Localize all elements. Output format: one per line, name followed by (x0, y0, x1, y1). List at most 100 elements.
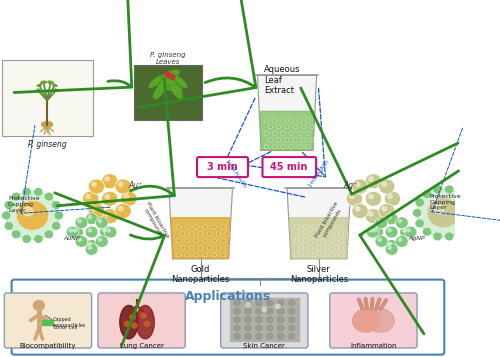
Circle shape (256, 325, 262, 331)
Bar (230, 298, 299, 341)
Circle shape (212, 253, 216, 257)
Circle shape (369, 229, 372, 232)
Circle shape (330, 239, 334, 243)
Ellipse shape (148, 76, 162, 89)
Circle shape (256, 300, 262, 306)
Circle shape (266, 308, 273, 314)
Circle shape (289, 131, 294, 135)
Text: Biocompatibility: Biocompatibility (20, 343, 76, 349)
Circle shape (344, 246, 348, 250)
Circle shape (176, 239, 180, 243)
Circle shape (88, 215, 92, 218)
Circle shape (434, 186, 441, 193)
Circle shape (350, 195, 354, 198)
Circle shape (268, 125, 272, 129)
Circle shape (245, 317, 251, 322)
Circle shape (70, 226, 84, 238)
Circle shape (23, 188, 30, 195)
Polygon shape (169, 188, 232, 259)
Circle shape (165, 72, 170, 76)
Text: AuNP: AuNP (64, 236, 80, 241)
Circle shape (216, 246, 221, 250)
Ellipse shape (48, 81, 54, 84)
FancyBboxPatch shape (134, 65, 202, 120)
Circle shape (299, 232, 304, 236)
Circle shape (294, 253, 299, 257)
Circle shape (78, 220, 82, 223)
Circle shape (346, 191, 362, 206)
Circle shape (330, 253, 334, 257)
Circle shape (118, 207, 123, 211)
Ellipse shape (156, 70, 180, 85)
Ellipse shape (169, 81, 183, 100)
Ellipse shape (153, 81, 166, 100)
Circle shape (180, 246, 185, 250)
Circle shape (198, 246, 203, 250)
Circle shape (78, 238, 82, 241)
Circle shape (74, 229, 77, 232)
Circle shape (264, 131, 268, 135)
Circle shape (107, 229, 110, 232)
Circle shape (17, 201, 48, 230)
Circle shape (220, 225, 225, 229)
Polygon shape (172, 218, 230, 258)
Circle shape (34, 236, 42, 242)
Circle shape (220, 253, 225, 257)
Circle shape (446, 186, 453, 193)
Circle shape (288, 308, 295, 314)
Ellipse shape (36, 89, 40, 92)
FancyBboxPatch shape (2, 60, 92, 136)
Circle shape (176, 253, 180, 257)
Circle shape (52, 202, 60, 208)
Circle shape (385, 226, 398, 238)
Circle shape (69, 229, 72, 232)
Circle shape (124, 321, 130, 326)
Circle shape (310, 125, 314, 129)
Circle shape (118, 182, 123, 186)
Circle shape (424, 228, 430, 235)
Circle shape (407, 229, 410, 232)
Circle shape (281, 131, 285, 135)
Circle shape (289, 118, 294, 122)
Circle shape (234, 317, 240, 322)
Circle shape (402, 229, 406, 232)
Circle shape (385, 213, 398, 225)
Circle shape (396, 217, 408, 228)
Circle shape (375, 236, 388, 247)
Bar (42, 321, 52, 325)
Circle shape (299, 246, 304, 250)
Circle shape (312, 239, 316, 243)
Ellipse shape (52, 84, 58, 87)
Circle shape (225, 232, 230, 236)
Circle shape (245, 325, 251, 331)
Circle shape (278, 308, 284, 314)
Circle shape (96, 236, 108, 247)
Circle shape (288, 317, 295, 322)
Circle shape (385, 243, 398, 255)
Text: Protective
Capping
Layer: Protective Capping Layer (8, 196, 40, 213)
Circle shape (334, 232, 339, 236)
Polygon shape (258, 75, 316, 150)
Circle shape (130, 315, 135, 320)
Circle shape (92, 182, 96, 186)
Circle shape (5, 222, 12, 229)
Text: Gold
Nanoparticles: Gold Nanoparticles (172, 265, 230, 284)
Circle shape (293, 138, 298, 142)
Circle shape (302, 125, 306, 129)
Circle shape (278, 325, 284, 331)
Circle shape (294, 239, 299, 243)
Circle shape (378, 238, 382, 241)
Text: P. ginseng: P. ginseng (28, 140, 66, 149)
Circle shape (289, 145, 294, 149)
Text: Tumor cell: Tumor cell (52, 325, 78, 330)
FancyBboxPatch shape (12, 280, 444, 355)
Circle shape (102, 191, 118, 206)
Circle shape (176, 225, 180, 229)
Circle shape (388, 195, 392, 198)
Circle shape (262, 307, 266, 312)
Circle shape (85, 213, 98, 225)
Circle shape (268, 138, 272, 142)
Circle shape (464, 199, 471, 206)
Polygon shape (287, 188, 350, 259)
Text: AgNP: AgNP (408, 236, 426, 241)
